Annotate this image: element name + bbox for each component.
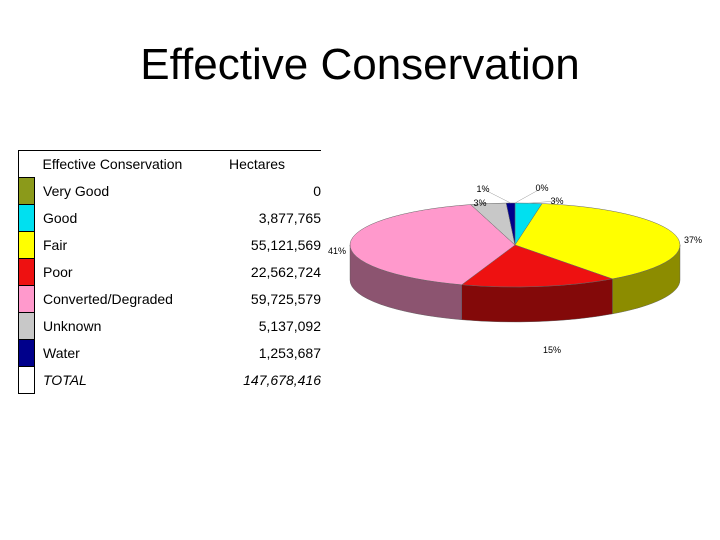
table-row: Converted/Degraded 59,725,579 — [18, 285, 321, 313]
row-value: 22,562,724 — [250, 264, 321, 280]
table-row: Very Good 0 — [18, 177, 321, 205]
table-row: Water 1,253,687 — [18, 339, 321, 367]
row-label: Converted/Degraded — [43, 291, 173, 307]
pie-data-label: 3% — [473, 198, 486, 208]
header-value: Hectares — [221, 150, 321, 178]
pie-data-label: 0% — [535, 183, 548, 193]
total-value: 147,678,416 — [243, 372, 321, 388]
row-value: 55,121,569 — [250, 237, 321, 253]
pie-slice-converted-degraded — [349, 204, 516, 286]
header-swatch-cell — [18, 150, 35, 178]
pie-data-label: 15% — [543, 345, 561, 355]
table-row: Good 3,877,765 — [18, 204, 321, 232]
row-value: 0 — [313, 183, 321, 199]
table-header-row: Effective Conservation Hectares — [18, 150, 321, 178]
pie-leader-line — [482, 188, 511, 204]
row-label: Water — [43, 345, 80, 361]
pie-chart: 0%3%37%15%41%3%1% — [328, 183, 702, 355]
table-row: Poor 22,562,724 — [18, 258, 321, 286]
table-row: Fair 55,121,569 — [18, 231, 321, 259]
row-label: Unknown — [43, 318, 102, 334]
swatch-good — [18, 204, 35, 232]
pie-leader-line — [514, 187, 543, 204]
swatch-converted-degraded — [18, 285, 35, 313]
total-row: TOTAL 147,678,416 — [18, 366, 321, 394]
pie-slice-fair — [514, 203, 681, 280]
swatch-water — [18, 339, 35, 367]
row-value: 59,725,579 — [250, 291, 321, 307]
row-label: Very Good — [43, 183, 110, 199]
legend-table: Effective Conservation Hectares Very Goo… — [18, 150, 321, 394]
swatch-poor — [18, 258, 35, 286]
row-value: 3,877,765 — [258, 210, 321, 226]
row-label: Poor — [43, 264, 73, 280]
swatch-total — [18, 366, 35, 394]
total-label: TOTAL — [43, 372, 87, 388]
pie-data-label: 37% — [684, 235, 702, 245]
swatch-unknown — [18, 312, 35, 340]
row-value: 1,253,687 — [258, 345, 321, 361]
header-category: Effective Conservation — [34, 150, 221, 178]
swatch-very-good — [18, 177, 35, 205]
swatch-fair — [18, 231, 35, 259]
pie-leader-line — [528, 200, 558, 204]
table-row: Unknown 5,137,092 — [18, 312, 321, 340]
row-value: 5,137,092 — [258, 318, 321, 334]
pie-slice-poor — [461, 244, 614, 288]
pie-data-label: 3% — [550, 196, 563, 206]
pie-data-label: 41% — [328, 246, 346, 256]
pie-leader-line — [479, 202, 489, 204]
pie-data-label: 1% — [476, 184, 489, 194]
row-label: Good — [43, 210, 78, 226]
page-title: Effective Conservation — [140, 40, 580, 89]
row-label: Fair — [43, 237, 68, 253]
